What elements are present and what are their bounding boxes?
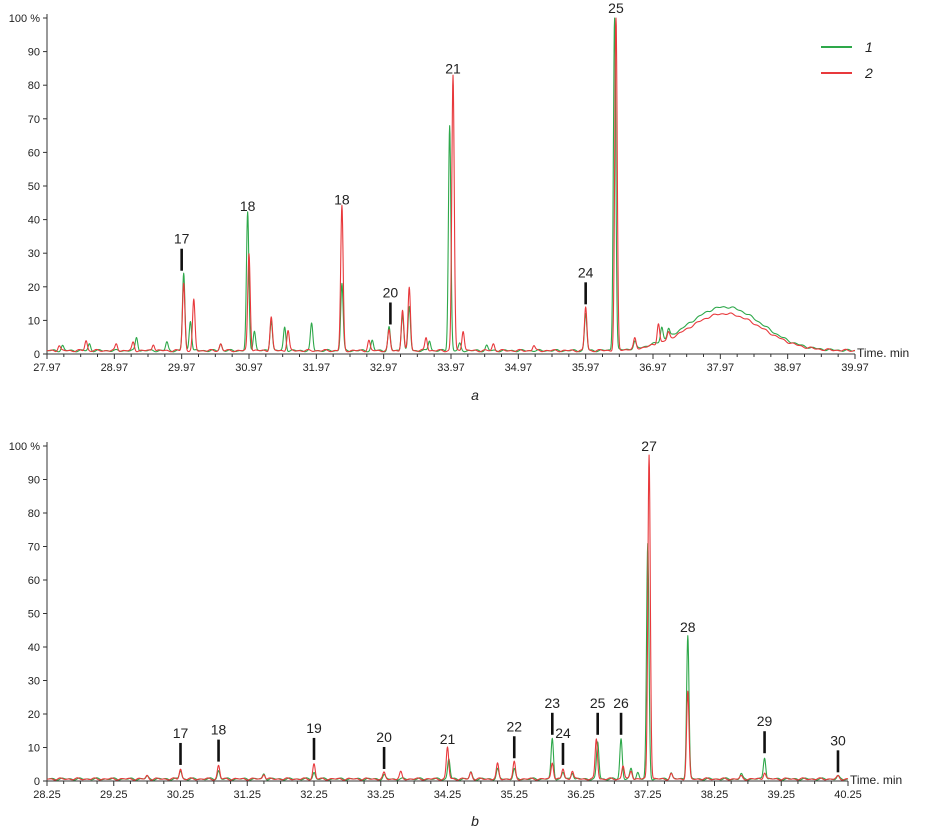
y-tick-label: 50 bbox=[28, 609, 40, 621]
chromatogram-panel-a: 0 10 20 30 40 50 60 70 80 90 100 % 27.97 28.97 29.97 3… bbox=[9, 0, 909, 403]
y-tick-label: 10 bbox=[28, 315, 40, 327]
peak-label: 17 bbox=[174, 231, 190, 247]
peak-label: 28 bbox=[680, 619, 696, 635]
peak-label: 18 bbox=[211, 722, 227, 738]
x-tick-label: 30.97 bbox=[235, 362, 263, 374]
y-tick-label: 30 bbox=[28, 676, 40, 688]
x-tick-label: 38.97 bbox=[774, 362, 802, 374]
x-axis-title: Time. min bbox=[857, 346, 909, 360]
panel-letter: b bbox=[471, 813, 479, 829]
x-tick-label: 39.97 bbox=[841, 362, 869, 374]
peak-label: 20 bbox=[383, 284, 399, 300]
x-tick-label: 32.25 bbox=[300, 789, 328, 801]
x-tick-label: 31.25 bbox=[233, 789, 261, 801]
peak-label: 23 bbox=[545, 695, 561, 711]
y-tick-label: 80 bbox=[28, 508, 40, 520]
x-tick-label: 28.97 bbox=[101, 362, 129, 374]
x-axis-title: Time. min bbox=[850, 773, 902, 787]
x-tick-label: 37.97 bbox=[707, 362, 735, 374]
y-tick-label: 10 bbox=[28, 743, 40, 755]
x-tick-label: 36.97 bbox=[639, 362, 667, 374]
peak-label: 19 bbox=[306, 720, 322, 736]
x-tick-label: 29.97 bbox=[168, 362, 196, 374]
peak-label: 18 bbox=[240, 198, 256, 214]
y-tick-label: 80 bbox=[28, 80, 40, 92]
x-tick-label: 34.25 bbox=[434, 789, 462, 801]
peak-label: 30 bbox=[830, 732, 846, 748]
series-2-trace bbox=[46, 454, 849, 781]
y-tick-label: 20 bbox=[28, 709, 40, 721]
legend-label: 1 bbox=[865, 39, 873, 55]
y-tick-label: 90 bbox=[28, 47, 40, 59]
y-tick-label: 0 bbox=[34, 349, 40, 361]
y-tick-label: 40 bbox=[28, 642, 40, 654]
x-tick-label: 29.25 bbox=[100, 789, 128, 801]
x-tick-label: 36.25 bbox=[567, 789, 595, 801]
y-tick-label: 60 bbox=[28, 147, 40, 159]
y-tick-label: 70 bbox=[28, 114, 40, 126]
y-tick-label: 100 % bbox=[9, 13, 40, 25]
x-tick-label: 35.97 bbox=[572, 362, 600, 374]
peak-label: 24 bbox=[578, 264, 594, 280]
x-tick-label: 27.97 bbox=[33, 362, 61, 374]
y-tick-label: 30 bbox=[28, 248, 40, 260]
peak-label: 27 bbox=[641, 438, 657, 454]
panel-letter: a bbox=[471, 387, 479, 403]
x-tick-label: 40.25 bbox=[834, 789, 862, 801]
y-tick-label: 20 bbox=[28, 282, 40, 294]
peak-label: 22 bbox=[506, 718, 522, 734]
peak-label: 21 bbox=[445, 60, 461, 76]
peak-label: 29 bbox=[757, 713, 773, 729]
x-tick-label: 39.25 bbox=[767, 789, 795, 801]
peak-label: 25 bbox=[590, 695, 606, 711]
x-tick-label: 33.25 bbox=[367, 789, 395, 801]
legend-label: 2 bbox=[864, 65, 873, 81]
x-tick-label: 35.25 bbox=[500, 789, 528, 801]
y-tick-label: 0 bbox=[34, 776, 40, 788]
series-2-trace bbox=[46, 17, 856, 353]
x-tick-label: 33.97 bbox=[437, 362, 465, 374]
x-tick-label: 32.97 bbox=[370, 362, 398, 374]
y-tick-label: 90 bbox=[28, 475, 40, 487]
peak-label: 25 bbox=[608, 0, 624, 16]
y-tick-label: 50 bbox=[28, 181, 40, 193]
x-tick-label: 28.25 bbox=[33, 789, 61, 801]
y-tick-label: 100 % bbox=[9, 441, 40, 453]
peak-label: 26 bbox=[613, 695, 629, 711]
peak-label: 24 bbox=[555, 725, 571, 741]
x-tick-label: 37.25 bbox=[634, 789, 662, 801]
peak-label: 21 bbox=[440, 731, 456, 747]
x-tick-label: 30.25 bbox=[167, 789, 195, 801]
legend: 12 bbox=[821, 39, 873, 81]
chromatogram-panel-b: 0 10 20 30 40 50 60 70 80 90 100 % 28.25 29.25 30.25 3… bbox=[9, 438, 902, 829]
x-tick-label: 34.97 bbox=[505, 362, 533, 374]
peak-label: 18 bbox=[334, 192, 350, 208]
x-tick-label: 38.25 bbox=[701, 789, 729, 801]
y-tick-label: 40 bbox=[28, 215, 40, 227]
peak-label: 20 bbox=[376, 729, 392, 745]
y-tick-label: 70 bbox=[28, 542, 40, 554]
peak-label: 17 bbox=[173, 725, 189, 741]
y-tick-label: 60 bbox=[28, 575, 40, 587]
x-tick-label: 31.97 bbox=[303, 362, 331, 374]
